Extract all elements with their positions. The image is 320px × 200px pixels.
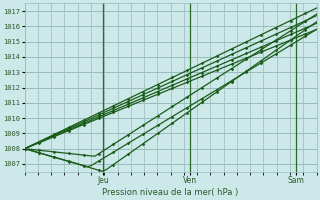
X-axis label: Pression niveau de la mer( hPa ): Pression niveau de la mer( hPa ) bbox=[102, 188, 239, 197]
